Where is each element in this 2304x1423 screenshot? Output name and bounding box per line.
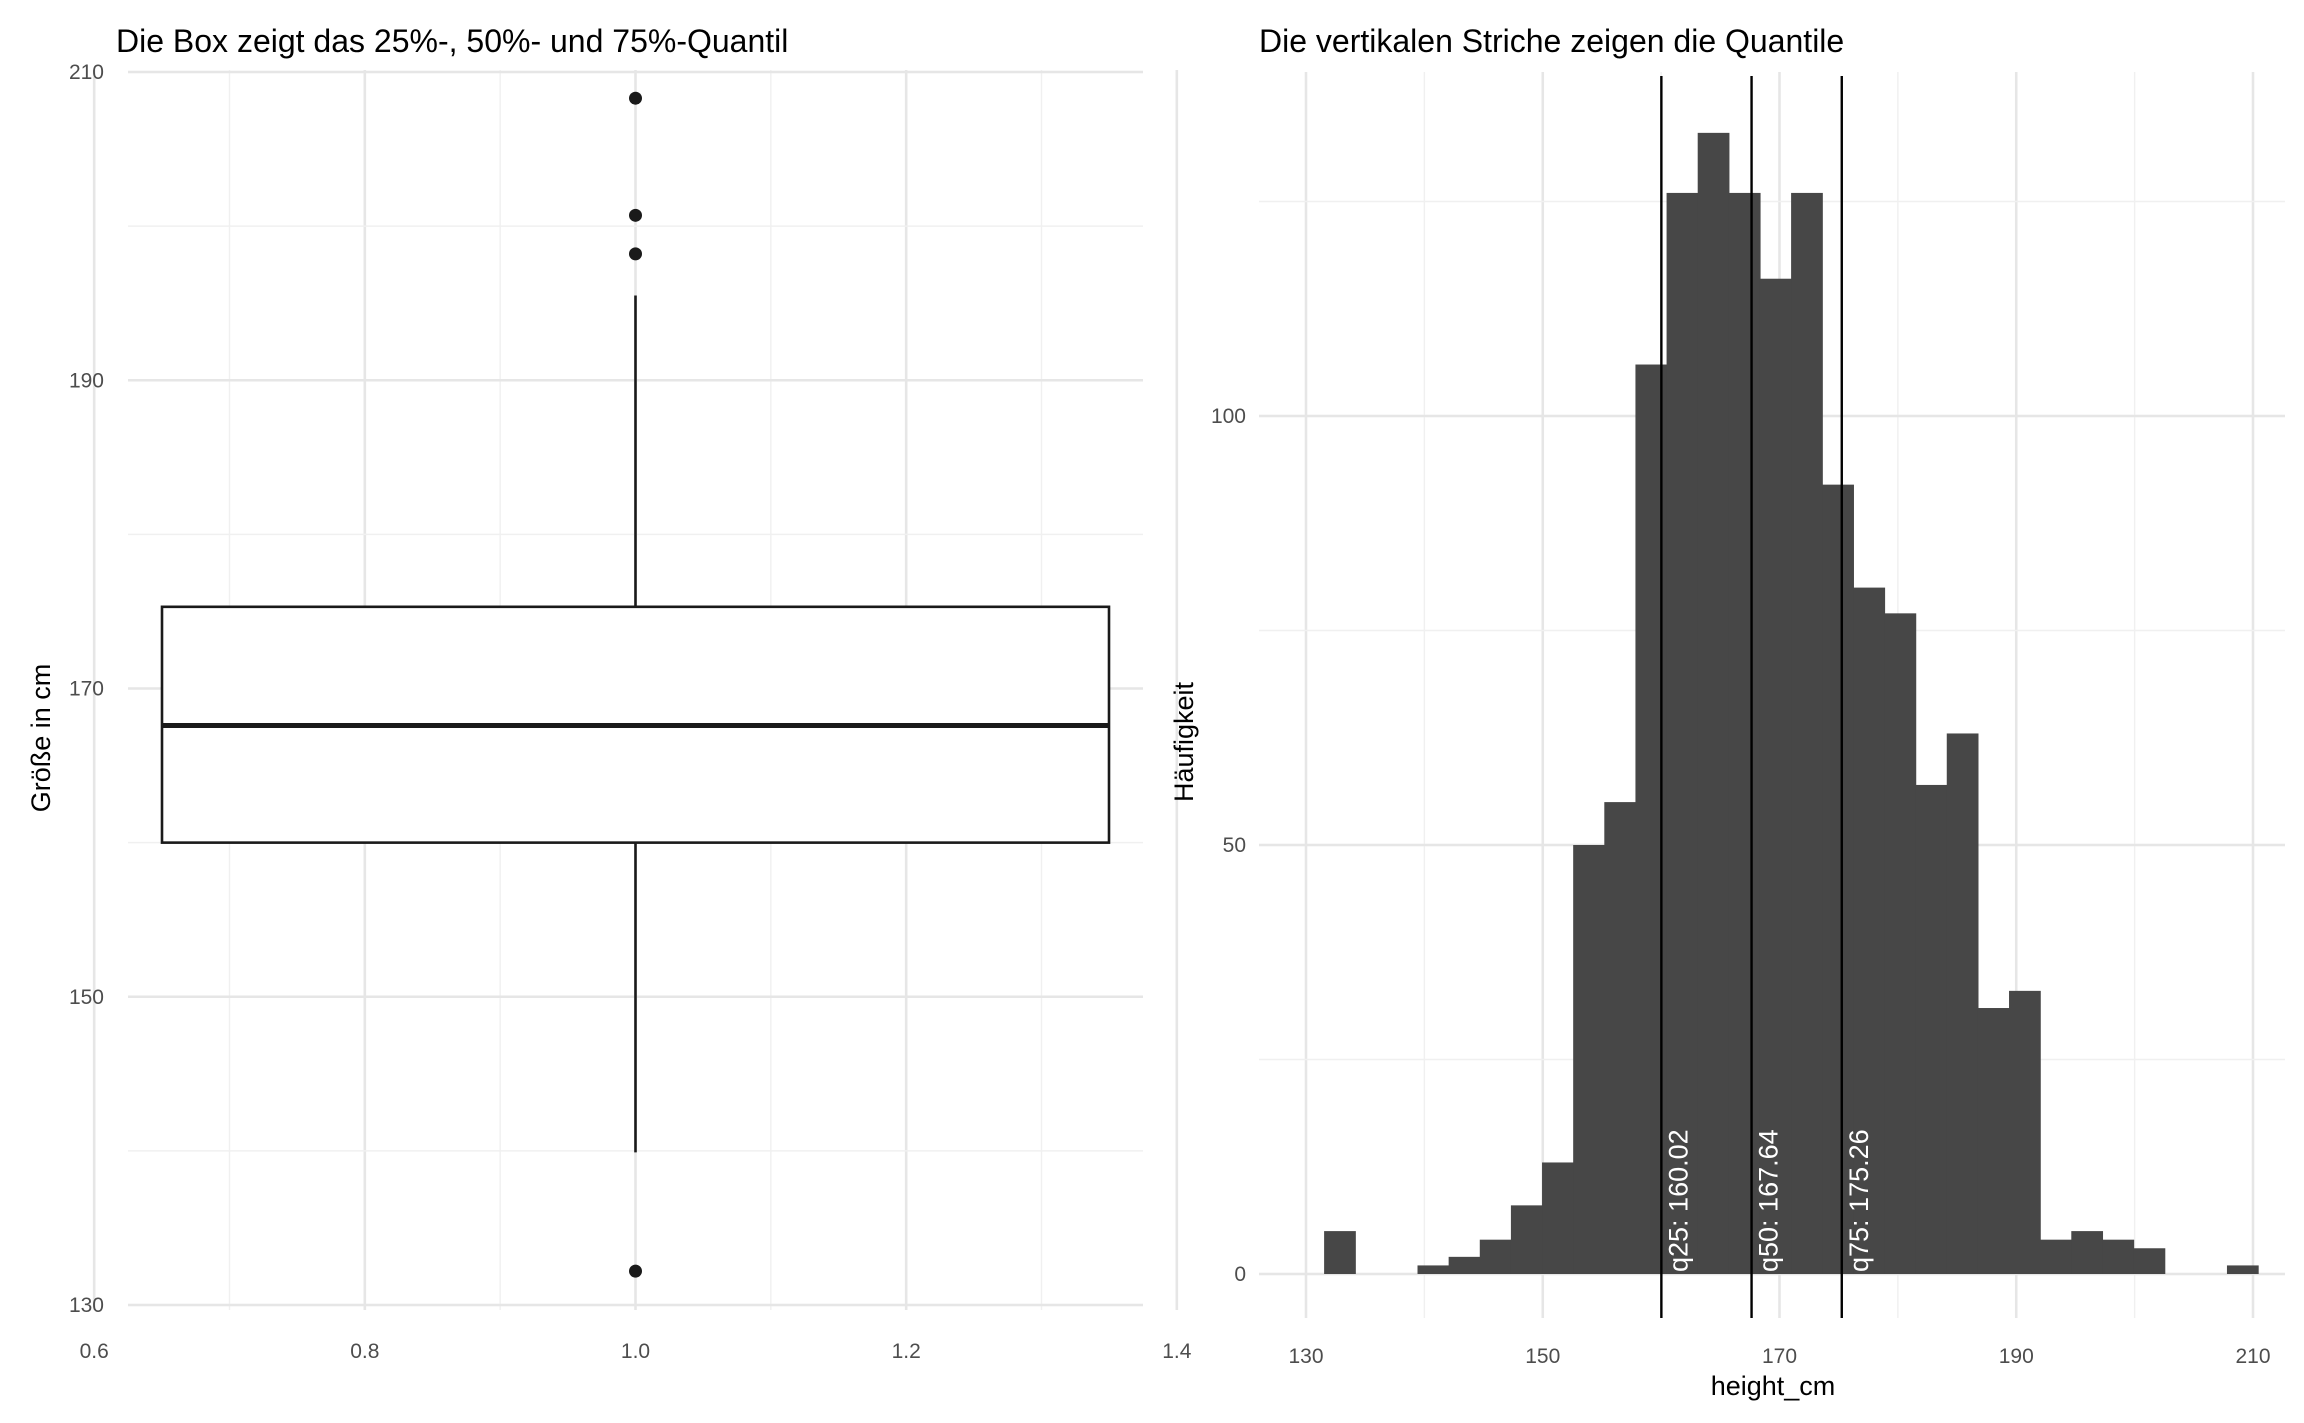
y-tick-label: 150	[69, 986, 104, 1009]
x-tick-label: 210	[2235, 1345, 2270, 1368]
quantile-label: q50: 167.64	[1754, 1129, 1784, 1272]
histogram-bar	[1853, 587, 1886, 1274]
histogram-bar	[1573, 845, 1605, 1274]
histogram-bar	[2102, 1239, 2135, 1274]
histogram-bar	[1791, 192, 1823, 1274]
quantile-label: q25: 160.02	[1663, 1129, 1693, 1272]
outlier-point	[629, 91, 642, 105]
y-tick-label: 0	[1234, 1263, 1246, 1286]
histogram-y-axis-title: Häufigkeit	[1169, 681, 1199, 802]
histogram-bar	[1946, 733, 1979, 1274]
histogram-bars	[1324, 132, 2259, 1275]
histogram-bar	[1915, 784, 1948, 1274]
x-tick-label: 0.6	[80, 1340, 109, 1363]
x-tick-label: 1.0	[621, 1340, 650, 1363]
x-tick-label: 1.2	[892, 1340, 921, 1363]
y-tick-label: 210	[69, 61, 104, 84]
boxplot-marks	[160, 91, 1111, 1278]
histogram-bar	[1510, 1205, 1543, 1274]
histogram-bar	[2071, 1231, 2104, 1274]
outlier-point	[629, 247, 642, 261]
x-tick-label: 170	[1762, 1345, 1797, 1368]
histogram-bar	[2226, 1265, 2259, 1274]
histogram-bar	[1666, 192, 1699, 1274]
boxplot-title: Die Box zeigt das 25%-, 50%- und 75%-Qua…	[116, 23, 788, 59]
histogram-bar	[2133, 1248, 2166, 1274]
quantile-label: q75: 175.26	[1844, 1129, 1874, 1272]
x-tick-label: 0.8	[350, 1340, 379, 1363]
histogram-tick-labels: 130 150 170 190 210 0 50 100	[1211, 405, 2271, 1368]
histogram-bar	[1542, 1162, 1574, 1274]
histogram-x-axis-title: height_cm	[1711, 1371, 1836, 1401]
y-tick-label: 170	[69, 678, 104, 701]
histogram-bar	[1417, 1265, 1450, 1274]
boxplot-tick-labels: 0.6 0.8 1.0 1.2 1.4 130 150 170 190 210	[69, 61, 1192, 1363]
y-tick-label: 190	[69, 369, 104, 392]
histogram-bar	[2040, 1239, 2072, 1274]
y-tick-label: 50	[1223, 834, 1246, 857]
histogram-bar	[1884, 613, 1917, 1274]
histogram-bar	[1697, 132, 1730, 1275]
histogram-bar	[1448, 1256, 1481, 1274]
outlier-point	[629, 208, 642, 222]
histogram-quantile-lines: q25: 160.02 q50: 167.64 q75: 175.26	[1660, 76, 1874, 1318]
histogram-title: Die vertikalen Striche zeigen die Quanti…	[1259, 23, 1844, 59]
histogram-bar	[1479, 1239, 1512, 1274]
x-tick-label: 130	[1288, 1345, 1323, 1368]
histogram-bar	[1728, 192, 1761, 1274]
boxplot-y-axis-title: Größe in cm	[26, 664, 56, 813]
histogram-bar	[1977, 1008, 2010, 1274]
x-tick-label: 1.4	[1162, 1340, 1192, 1363]
histogram-bar	[1759, 278, 1792, 1275]
x-tick-label: 150	[1525, 1345, 1560, 1368]
histogram-bar	[1324, 1231, 1356, 1274]
histogram-bar	[2009, 990, 2041, 1274]
boxplot-panel: Die Box zeigt das 25%-, 50%- und 75%-Qua…	[26, 23, 1192, 1363]
y-tick-label: 130	[69, 1294, 104, 1317]
histogram-panel: Die vertikalen Striche zeigen die Quanti…	[1169, 23, 2285, 1401]
histogram-bar	[1604, 802, 1637, 1274]
histogram-bar	[1822, 484, 1854, 1274]
x-tick-label: 190	[1999, 1345, 2034, 1368]
y-tick-label: 100	[1211, 405, 1246, 428]
outlier-point	[629, 1264, 642, 1278]
